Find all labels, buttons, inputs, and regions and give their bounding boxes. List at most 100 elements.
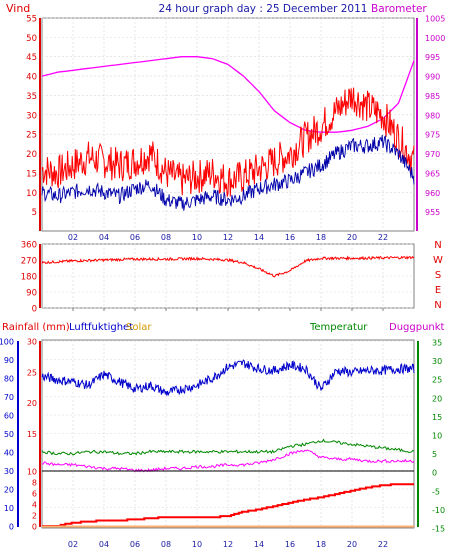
direction-tick-label: 180 xyxy=(21,273,37,283)
temperature-axis-label: Temperatur xyxy=(309,322,368,333)
wind-x-tick-label: 16 xyxy=(285,233,295,242)
humidity-tick-label: 0 xyxy=(32,523,37,532)
wind-direction-line xyxy=(41,255,415,278)
chart-title: 24 hour graph day : 25 December 2011 xyxy=(159,3,368,15)
wind-x-tick-label: 14 xyxy=(254,233,264,242)
humidity-tick-label: 15 xyxy=(27,430,37,439)
barometer-tick-label: 955 xyxy=(425,208,440,217)
wind-x-tick-label: 22 xyxy=(378,233,388,242)
wind-x-tick-label: 12 xyxy=(223,233,233,242)
barometer-tick-label: 995 xyxy=(425,53,440,62)
temperature-tick-label: 25 xyxy=(432,376,442,385)
barometer-tick-label: 1000 xyxy=(425,34,445,43)
wind-gust-line xyxy=(41,87,415,197)
wind-x-tick-label: 18 xyxy=(316,233,326,242)
temperature-axis-ticks: -15 -10 -5 0 5 10 15 20 25 30 35 xyxy=(417,339,445,534)
humidity-tick-label: 10 xyxy=(27,468,37,477)
rain-tick-label: 30 xyxy=(4,467,14,476)
barometer-axis-ticks: 955 960 965 970 975 980 985 990 995 1000 1005 xyxy=(416,15,445,231)
barometer-tick-label: 1005 xyxy=(425,15,445,24)
humidity-tick-label: 2 xyxy=(32,512,37,521)
barometer-tick-label: 985 xyxy=(425,92,440,101)
temperature-line xyxy=(41,438,415,456)
temperature-tick-label: 10 xyxy=(432,432,442,441)
wind-tick-label: 20 xyxy=(26,150,37,160)
wind-tick-label: 35 xyxy=(26,92,37,102)
direction-tick-label: 90 xyxy=(26,289,37,299)
wind-tick-label: 50 xyxy=(26,34,37,44)
barometer-tick-label: 975 xyxy=(425,131,440,140)
barometer-line xyxy=(41,56,415,133)
wind-x-tick-label: 20 xyxy=(347,233,357,242)
humidity-line xyxy=(41,359,415,397)
temperature-tick-label: 20 xyxy=(432,394,442,403)
wind-panel-series xyxy=(41,56,415,211)
rainfall-axis-label: Rainfall (mm) xyxy=(2,322,70,333)
barometer-tick-label: 980 xyxy=(425,111,440,120)
compass-label: E xyxy=(435,285,441,296)
wind-tick-label: 45 xyxy=(26,53,37,63)
humidity-tick-label: 4 xyxy=(32,501,37,510)
rain-tick-label: 90 xyxy=(4,356,14,365)
humidity-tick-label: 20 xyxy=(27,399,37,408)
wind-tick-label: 10 xyxy=(26,189,37,199)
compass-label: W xyxy=(433,255,443,266)
direction-axis-ticks: 0 90 180 270 360 xyxy=(21,241,41,315)
barometer-tick-label: 960 xyxy=(425,189,440,198)
wind-tick-label: 25 xyxy=(26,131,37,141)
wind-axis-label: Vind xyxy=(6,2,30,15)
compass-label: N xyxy=(434,300,441,311)
wind-x-tick-label: 04 xyxy=(99,233,109,242)
temperature-tick-label: 35 xyxy=(432,339,442,348)
direction-panel-x-ticks xyxy=(72,308,384,311)
humidity-x-tick-label: 06 xyxy=(130,540,140,549)
wind-tick-label: 5 xyxy=(32,208,37,218)
humidity-tick-label: 30 xyxy=(27,338,37,347)
rain-tick-label: 0 xyxy=(9,523,14,532)
wind-x-tick-label: 10 xyxy=(192,233,202,242)
humidity-axis-label: Luftfuktighet xyxy=(69,322,133,333)
barometer-tick-label: 970 xyxy=(425,150,440,159)
barometer-tick-label: 965 xyxy=(425,169,440,178)
humidity-x-tick-label: 10 xyxy=(192,540,202,549)
solar-label: Solar xyxy=(126,322,152,333)
rain-tick-label: 70 xyxy=(4,393,14,402)
dewpoint-axis-label: Duggpunkt xyxy=(389,322,445,333)
humidity-x-tick-label: 18 xyxy=(316,540,326,549)
compass-label: S xyxy=(435,270,441,281)
rainfall-axis-ticks: 0 10 20 30 40 50 60 70 80 90 100 xyxy=(0,338,19,532)
humidity-x-tick-label: 16 xyxy=(285,540,295,549)
humidity-panel-x-ticks: 02 04 06 08 10 12 14 16 18 20 22 xyxy=(68,540,388,549)
humidity-x-tick-label: 22 xyxy=(378,540,388,549)
rain-tick-label: 40 xyxy=(4,449,14,458)
humidity-panel-series xyxy=(41,359,415,527)
wind-tick-label: 40 xyxy=(26,73,37,83)
humidity-tick-label: 8 xyxy=(32,479,37,488)
wind-average-line xyxy=(41,134,415,211)
wind-panel-grid xyxy=(42,17,414,231)
compass-label: N xyxy=(434,240,441,251)
temperature-tick-label: 15 xyxy=(432,413,442,422)
rain-tick-label: 100 xyxy=(0,338,14,347)
wind-tick-label: 15 xyxy=(26,169,37,179)
wind-x-tick-label: 02 xyxy=(68,233,78,242)
temperature-tick-label: -15 xyxy=(432,525,445,534)
wind-x-tick-label: 06 xyxy=(130,233,140,242)
humidity-axis-ticks: 0 2 4 6 8 10 15 20 25 30 xyxy=(27,338,41,532)
wind-x-tick-label: 08 xyxy=(161,233,171,242)
wind-panel-x-ticks: 02 04 06 08 10 12 14 16 18 20 22 xyxy=(68,233,388,242)
rain-total-line xyxy=(42,483,414,527)
temperature-tick-label: 5 xyxy=(432,450,437,459)
wind-tick-label: 30 xyxy=(26,111,37,121)
temperature-tick-label: -10 xyxy=(432,506,445,515)
humidity-x-tick-label: 20 xyxy=(347,540,357,549)
humidity-tick-label: 25 xyxy=(27,368,37,377)
temperature-tick-label: 30 xyxy=(432,357,442,366)
humidity-x-tick-label: 12 xyxy=(223,540,233,549)
direction-tick-label: 360 xyxy=(21,241,37,251)
rain-tick-label: 10 xyxy=(4,504,14,513)
wind-tick-label: 55 xyxy=(26,15,37,25)
rain-tick-label: 50 xyxy=(4,430,14,439)
